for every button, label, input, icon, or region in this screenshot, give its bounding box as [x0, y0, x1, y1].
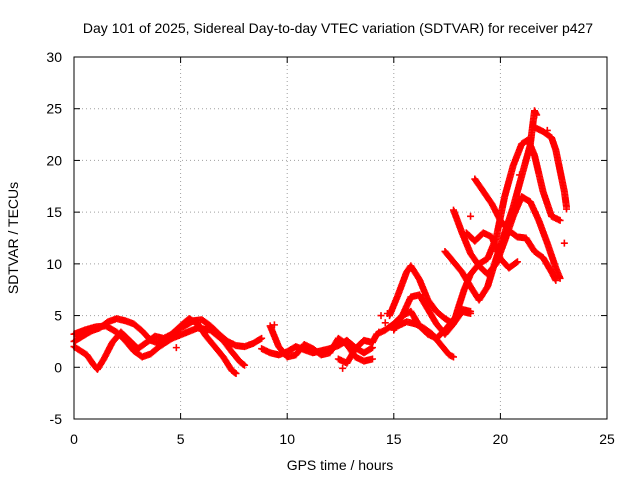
axis-ticks: 0 5 10 15 20 25 -5 0 5 10 15 20 25 30	[46, 49, 615, 447]
data-point-marker	[339, 364, 347, 372]
x-tick-label: 5	[177, 431, 185, 447]
x-tick-label: 10	[279, 431, 295, 447]
data-point-marker	[467, 307, 475, 315]
data-point-marker	[375, 328, 383, 336]
data-point-marker	[258, 334, 266, 342]
series-isolated-points	[172, 126, 570, 372]
y-tick-label: 10	[46, 256, 62, 272]
x-tick-label: 20	[493, 431, 509, 447]
y-tick-label: 30	[46, 49, 62, 65]
data-point-marker	[552, 276, 560, 284]
data-point-marker	[533, 111, 541, 119]
data-point-marker	[512, 259, 520, 267]
data-point-marker	[516, 171, 524, 179]
x-tick-label: 25	[599, 431, 615, 447]
data-point-marker	[172, 344, 180, 352]
data-point-marker	[241, 361, 249, 369]
data-point-marker	[368, 355, 376, 363]
data-point-marker	[543, 126, 551, 134]
series-track-l	[471, 175, 560, 284]
data-point-marker	[560, 239, 568, 247]
y-tick-label: -5	[50, 411, 63, 427]
series-track-e	[266, 322, 376, 365]
data-point-marker	[383, 310, 391, 318]
data-point-marker	[270, 321, 278, 329]
y-tick-label: 0	[54, 359, 62, 375]
data-point-marker	[449, 353, 457, 361]
data-points	[70, 107, 570, 377]
y-tick-label: 25	[46, 101, 62, 117]
data-point-marker	[377, 312, 385, 320]
y-tick-label: 20	[46, 152, 62, 168]
data-point-marker	[513, 258, 521, 266]
series-track-k	[449, 193, 564, 282]
y-tick-label: 5	[54, 308, 62, 324]
data-point-marker	[556, 216, 564, 224]
chart-title: Day 101 of 2025, Sidereal Day-to-day VTE…	[83, 20, 593, 36]
series-track-m	[462, 229, 521, 272]
data-point-marker	[381, 319, 389, 327]
series-track-n	[531, 123, 570, 211]
data-point-marker	[232, 369, 240, 377]
y-tick-label: 15	[46, 204, 62, 220]
series-track-i	[390, 305, 475, 342]
data-point-marker	[562, 205, 570, 213]
x-tick-label: 0	[70, 431, 78, 447]
x-axis-title: GPS time / hours	[287, 457, 394, 473]
y-axis-title: SDTVAR / TECUs	[5, 182, 21, 294]
plot-frame	[73, 56, 608, 420]
data-point-marker	[467, 212, 475, 220]
x-tick-label: 15	[386, 431, 402, 447]
series-track-c	[70, 315, 240, 377]
